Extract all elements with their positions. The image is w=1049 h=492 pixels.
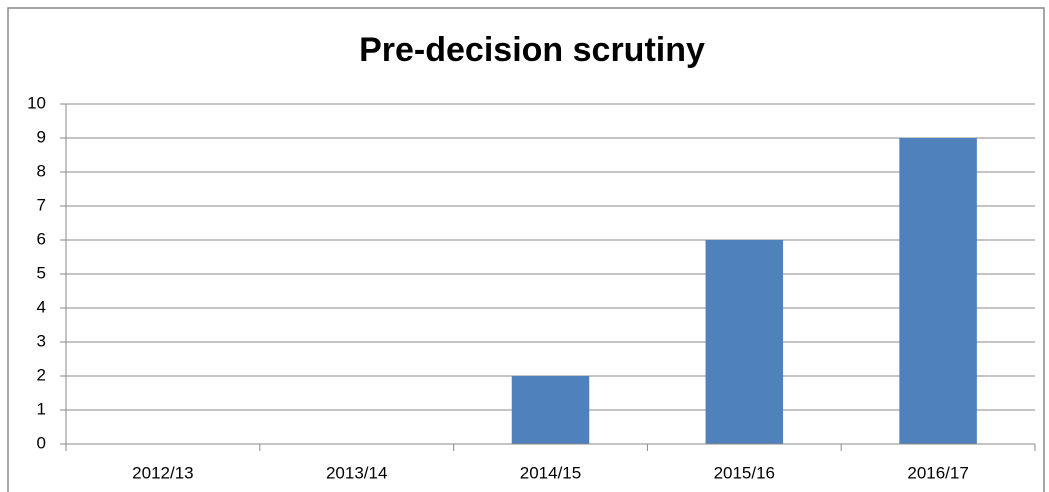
bar (511, 376, 590, 444)
bar (705, 240, 784, 444)
y-tick-label: 5 (37, 263, 46, 282)
y-tick-label: 6 (37, 229, 46, 248)
y-tick-label: 4 (37, 297, 46, 316)
y-tick-label: 3 (37, 331, 46, 350)
y-tick-label: 9 (37, 127, 46, 146)
x-tick-label: 2014/15 (520, 463, 581, 482)
x-tick-label: 2015/16 (714, 463, 775, 482)
chart-title: Pre-decision scrutiny (359, 31, 705, 69)
y-tick-label: 2 (37, 365, 46, 384)
y-tick-label: 1 (37, 399, 46, 418)
y-tick-label: 10 (27, 93, 46, 112)
x-tick-label: 2013/14 (326, 463, 387, 482)
x-tick-label: 2012/13 (132, 463, 193, 482)
y-tick-label: 7 (37, 195, 46, 214)
y-tick-label: 0 (37, 433, 46, 452)
y-tick-label: 8 (37, 161, 46, 180)
bar (899, 138, 977, 444)
x-tick-label: 2016/17 (907, 463, 968, 482)
